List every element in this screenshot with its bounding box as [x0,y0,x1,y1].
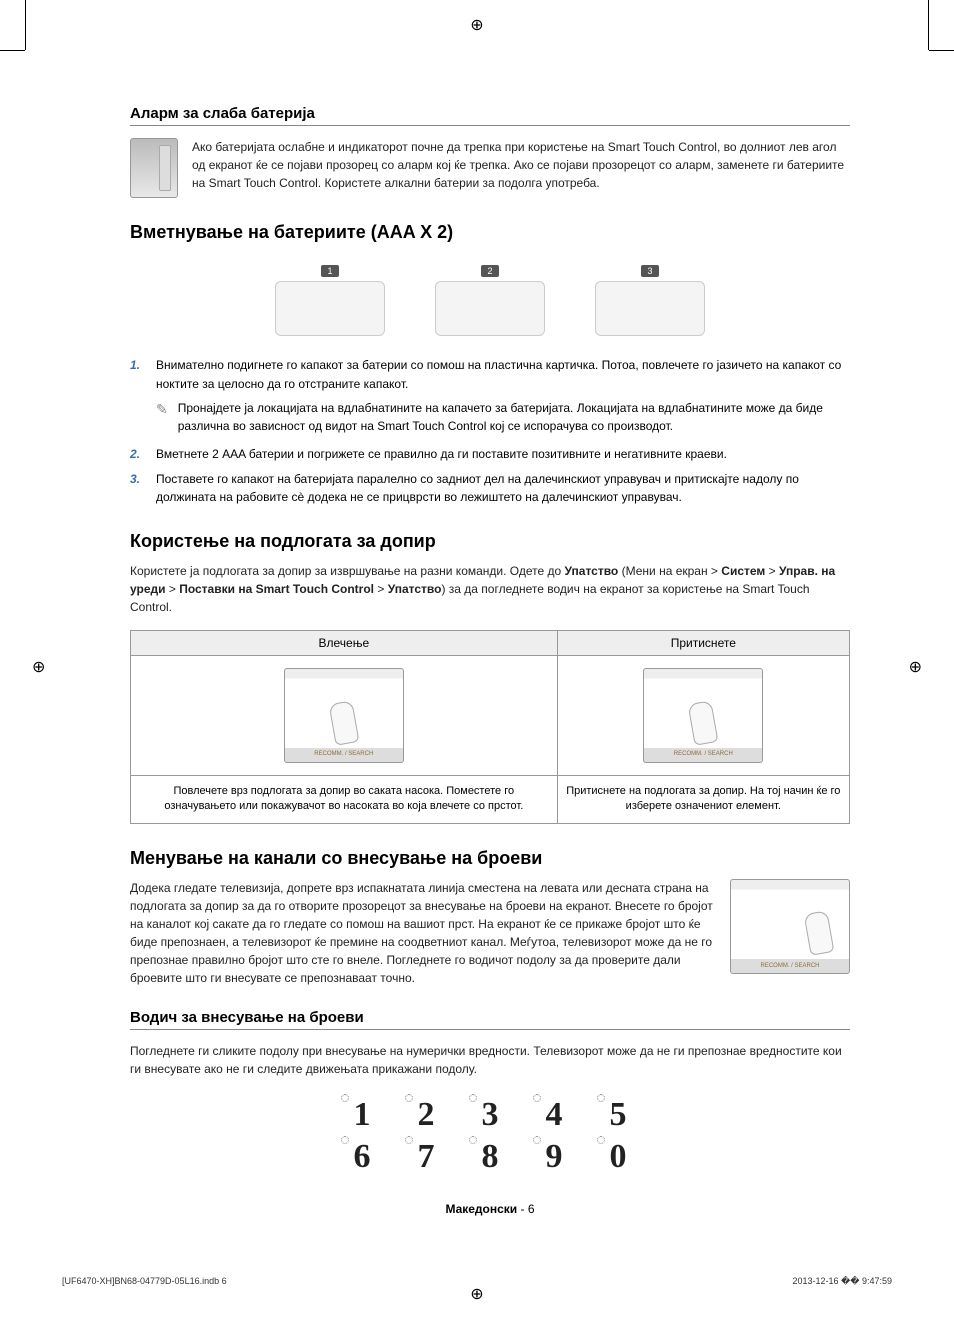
touchpad-table: Влечење Притиснете RECOMM. / SEARCH RECO… [130,630,850,824]
menu-path: Упатство [388,582,442,596]
section-heading-channels: Менување на канали со внесување на броев… [130,848,850,869]
touchpad-press-caption: Притиснете на подлогата за допир. На тој… [557,775,849,823]
registration-mark-icon: ⊕ [470,18,483,34]
step-text: Поставете го капакот на батеријата парал… [156,470,850,507]
step-text: Вметнете 2 AAA батерии и погрижете се пр… [156,445,727,464]
number-guide-figure: 1 2 3 4 5 6 7 8 9 0 [130,1096,850,1176]
step-number: 1. [130,356,146,393]
crop-mark [25,0,26,50]
footer-page-number: - 6 [521,1202,535,1216]
touchpad-intro: Користете ја подлогата за допир за изврш… [130,562,850,616]
print-timestamp: 2013-12-16 �� 9:47:59 [792,1276,892,1287]
menu-path: Поставки на Smart Touch Control [179,582,374,596]
step-text: Внимателно подигнете го капакот за батер… [156,356,850,393]
step-number: 3. [130,470,146,507]
note-icon: ✎ [156,399,168,435]
figure-step-label: 2 [481,265,498,277]
digit-glyph: 0 [601,1138,635,1176]
crop-mark [0,50,25,51]
low-battery-text: Ако батеријата ослабне и индикаторот поч… [192,138,850,198]
registration-mark-icon: ⊕ [32,660,45,676]
section-heading-number-guide: Водич за внесување на броеви [130,1009,850,1030]
battery-step-image [595,281,705,336]
touchpad-device-label: RECOMM. / SEARCH [654,750,752,758]
section-heading-touchpad: Користење на подлогата за допир [130,531,850,552]
registration-mark-icon: ⊕ [909,660,922,676]
figure-step-label: 3 [641,265,658,277]
digit-glyph: 4 [537,1096,571,1134]
text: > [765,564,779,578]
list-item: 2. Вметнете 2 AAA батерии и погрижете се… [130,445,850,464]
digit-glyph: 6 [345,1138,379,1176]
digit-glyph: 9 [537,1138,571,1176]
channel-touchpad-image: RECOMM. / SEARCH [730,879,850,974]
figure-step-label: 1 [321,265,338,277]
digit-glyph: 1 [345,1096,379,1134]
digit-glyph: 3 [473,1096,507,1134]
section-heading-low-battery: Аларм за слаба батерија [130,105,850,126]
registration-mark-icon: ⊕ [470,1287,483,1303]
touchpad-device-label: RECOMM. / SEARCH [295,750,393,758]
table-header-press: Притиснете [557,630,849,655]
text: > [374,582,388,596]
menu-path: Систем [721,564,765,578]
list-item: 3. Поставете го капакот на батеријата па… [130,470,850,507]
battery-steps-list-cont: 2. Вметнете 2 AAA батерии и погрижете се… [130,445,850,507]
digit-glyph: 7 [409,1138,443,1176]
text: (Мени на екран > [618,564,721,578]
number-guide-text: Погледнете ги сликите подолу при внесува… [130,1042,850,1078]
channel-text: Додека гледате телевизија, допрете врз и… [130,879,716,987]
touchpad-press-image: RECOMM. / SEARCH [643,668,763,763]
battery-steps-list: 1. Внимателно подигнете го капакот за ба… [130,356,850,393]
note-text: Пронајдете ја локацијата на вдлабнатинит… [178,399,850,435]
text: Користете ја подлогата за допир за изврш… [130,564,565,578]
page-footer: Македонски - 6 [130,1202,850,1216]
print-file-path: [UF6470-XH]BN68-04779D-05L16.indb 6 [62,1276,227,1287]
menu-path: Упатство [565,564,619,578]
digit-glyph: 8 [473,1138,507,1176]
page-content: Аларм за слаба батерија Ако батеријата о… [130,105,850,1216]
touchpad-drag-image: RECOMM. / SEARCH [284,668,404,763]
touchpad-device-label: RECOMM. / SEARCH [741,963,839,969]
print-footer: [UF6470-XH]BN68-04779D-05L16.indb 6 2013… [62,1276,892,1287]
battery-step-image [275,281,385,336]
note: ✎ Пронајдете ја локацијата на вдлабнатин… [156,399,850,435]
low-battery-icon [130,138,178,198]
digit-glyph: 2 [409,1096,443,1134]
touchpad-drag-caption: Повлечете врз подлогата за допир во сака… [131,775,558,823]
table-header-drag: Влечење [131,630,558,655]
section-heading-insert-batteries: Вметнување на батериите (AAA X 2) [130,222,850,243]
crop-mark [928,0,929,50]
list-item: 1. Внимателно подигнете го капакот за ба… [130,356,850,393]
text: > [166,582,180,596]
footer-language: Македонски [445,1202,517,1216]
battery-step-image [435,281,545,336]
crop-mark [929,50,954,51]
digit-glyph: 5 [601,1096,635,1134]
battery-figure: 1 2 3 [130,261,850,336]
step-number: 2. [130,445,146,464]
